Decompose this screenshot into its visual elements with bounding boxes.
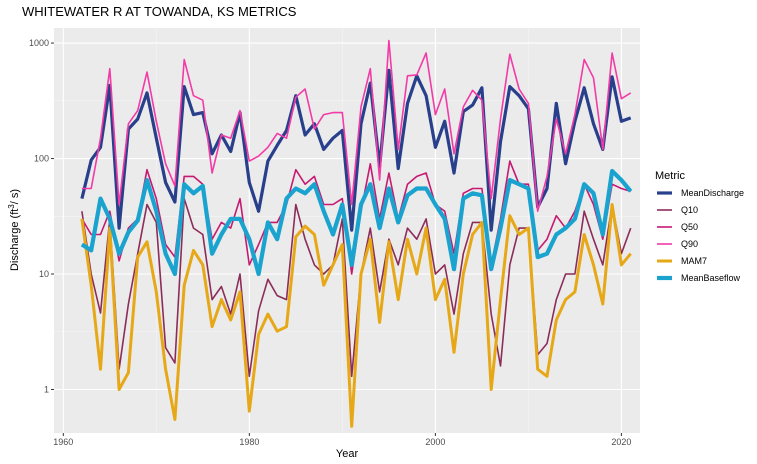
legend-label-q90: Q90 [681,239,698,249]
legend-label-meandischarge: MeanDischarge [681,188,744,198]
series-line-q90 [81,39,632,212]
y-tick-label: 100 [34,154,49,164]
axes: 1960 1980 2000 2020 1 10 100 1000 [29,38,631,447]
series-line-mam7 [80,203,632,428]
y-tick-label: 1 [44,384,49,394]
legend-label-mam7: MAM7 [681,256,707,266]
legend-title: Metric [655,170,685,182]
legend-label-meanbaseflow: MeanBaseflow [681,273,741,283]
legend-label-q50: Q50 [681,222,698,232]
series-line-meanbaseflow [80,168,633,277]
series-line-q10 [81,197,632,378]
y-tick-label: 1000 [29,38,49,48]
x-axis-title: Year [336,448,359,460]
series-lines [80,39,633,428]
x-tick-label: 2000 [425,437,445,447]
y-tick-label: 10 [39,269,49,279]
chart-title: WHITEWATER R AT TOWANDA, KS METRICS [22,4,297,19]
y-axis-title: Discharge (ft3/ s) [7,189,21,271]
x-tick-label: 2020 [611,437,631,447]
x-tick-label: 1960 [53,437,73,447]
grid-lines [54,28,640,433]
legend: Metric MeanDischarge Q10 Q50 Q90 MAM7 MeanBas… [655,170,744,283]
x-tick-label: 1980 [239,437,259,447]
legend-label-q10: Q10 [681,205,698,215]
